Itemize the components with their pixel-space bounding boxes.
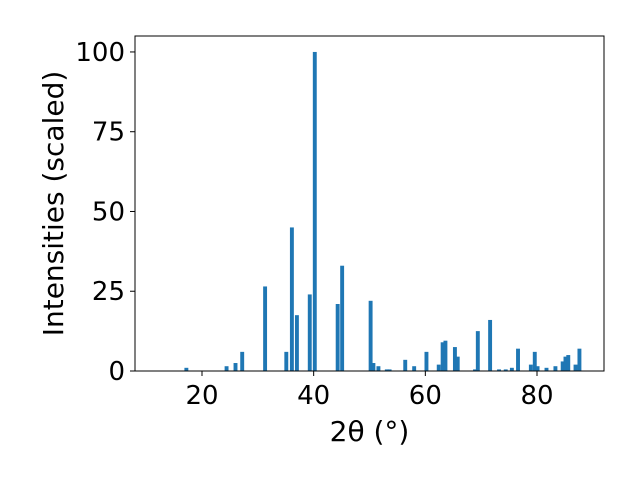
- bar-19: [424, 351, 429, 371]
- bar-14: [376, 366, 381, 371]
- x-tick-label-0: 20: [185, 381, 218, 411]
- bar-3: [240, 351, 245, 371]
- bar-35: [544, 367, 549, 371]
- bar-34: [535, 366, 540, 371]
- y-tick-label-1: 25: [92, 277, 125, 307]
- bar-15: [384, 369, 389, 371]
- axes-frame: [134, 35, 605, 372]
- bar-28: [497, 369, 501, 371]
- bar-5: [284, 351, 289, 371]
- bar-25: [473, 369, 477, 371]
- bar-40: [573, 364, 578, 371]
- bar-7: [294, 315, 299, 371]
- bar-29: [503, 369, 508, 371]
- bar-10: [335, 304, 340, 371]
- bar-37: [560, 361, 565, 371]
- bar-20: [436, 364, 441, 371]
- bar-12: [368, 300, 373, 371]
- y-tick-label-0: 0: [108, 357, 125, 387]
- bar-13: [371, 363, 376, 371]
- bar-41: [577, 348, 582, 371]
- bar-38: [563, 356, 568, 371]
- y-tick-label-3: 75: [92, 118, 125, 148]
- bar-31: [516, 348, 520, 371]
- bar-27: [488, 319, 493, 371]
- bar-32: [528, 364, 533, 371]
- bar-17: [403, 359, 408, 371]
- bar-16: [387, 369, 392, 371]
- bar-8: [307, 294, 312, 371]
- bar-22: [443, 340, 448, 371]
- bar-2: [233, 363, 238, 371]
- y-tick-label-2: 50: [92, 197, 125, 227]
- y-axis-ticks: 0 25 50 75 100: [75, 38, 135, 387]
- bar-26: [475, 331, 480, 371]
- bar-18: [412, 366, 417, 371]
- bar-23: [452, 347, 457, 371]
- x-axis-label: 2θ (°): [330, 415, 410, 448]
- bar-36: [553, 366, 558, 371]
- x-tick-label-2: 60: [409, 381, 442, 411]
- bar-33: [532, 351, 537, 371]
- bar-1: [224, 366, 229, 371]
- bars-group: [184, 51, 582, 371]
- y-axis-label: Intensities (scaled): [37, 71, 70, 337]
- y-tick-label-4: 100: [75, 38, 125, 68]
- bar-0: [184, 367, 189, 371]
- bar-6: [289, 227, 294, 371]
- bar-39: [566, 355, 571, 371]
- bar-9: [312, 51, 317, 371]
- bar-4: [263, 286, 268, 371]
- bar-24: [455, 356, 460, 371]
- x-tick-label-1: 40: [297, 381, 330, 411]
- x-tick-label-3: 80: [520, 381, 553, 411]
- bar-21: [440, 342, 445, 371]
- bar-30: [509, 367, 514, 371]
- bar-11: [340, 265, 345, 371]
- x-axis-ticks: 20 40 60 80: [185, 371, 554, 411]
